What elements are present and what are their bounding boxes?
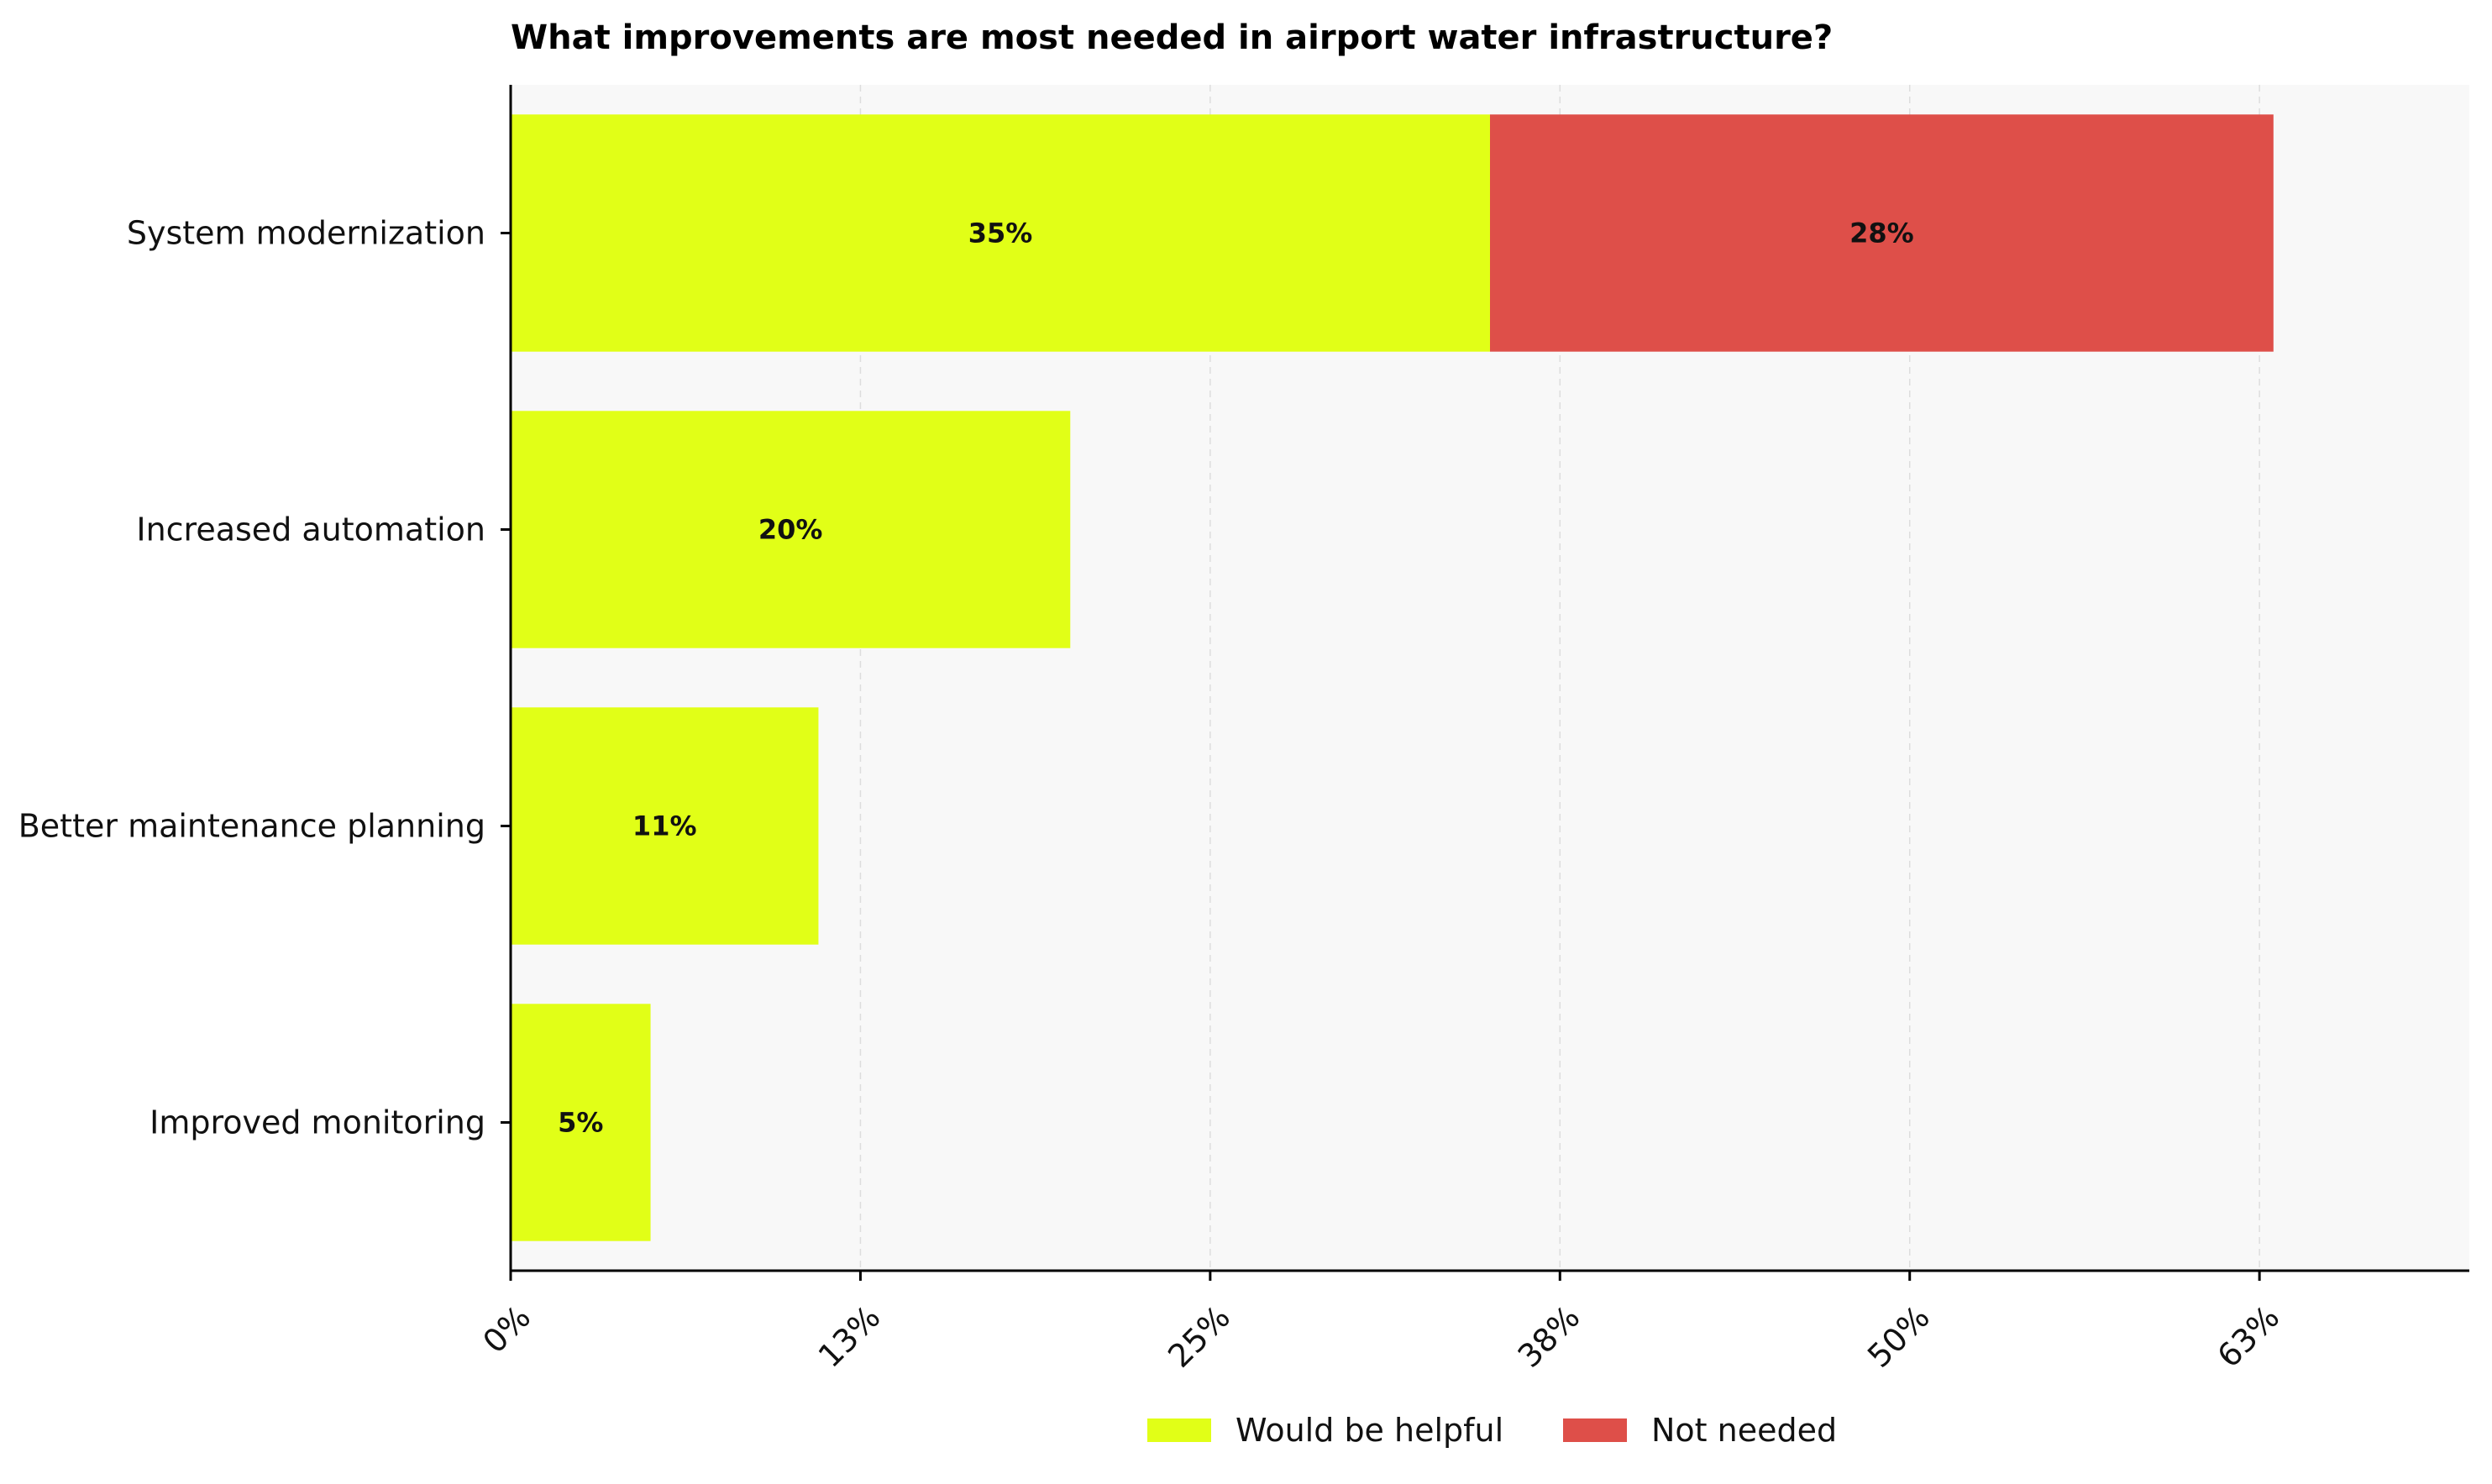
bar-would-be-helpful <box>511 411 1071 648</box>
legend-swatch-not-needed <box>1563 1418 1627 1442</box>
x-tick-label: 0% <box>475 1298 538 1361</box>
x-tick-label: 38% <box>1511 1298 1587 1375</box>
bar-would-be-helpful <box>511 707 819 945</box>
x-axis-ticks: 0% 13% 25% 38% 50% 63% <box>475 1271 2286 1375</box>
y-axis-ticks: System modernization Increased automation… <box>18 215 511 1141</box>
x-tick-label: 50% <box>1860 1298 1937 1375</box>
bar-labels: 35% 28% 20% 11% 5% <box>558 218 1914 1139</box>
bar-not-needed <box>1490 114 2274 352</box>
y-tick-label: Improved monitoring <box>150 1104 485 1141</box>
bar-value-label: 11% <box>632 810 697 842</box>
x-tick-label: 13% <box>811 1298 888 1375</box>
chart-title: What improvements are most needed in air… <box>511 18 1833 57</box>
bar-value-label: 5% <box>558 1107 603 1139</box>
bar-value-label: 28% <box>1849 218 1914 249</box>
legend-label: Not needed <box>1651 1412 1837 1449</box>
x-tick-label: 25% <box>1161 1298 1237 1375</box>
legend-swatch-would-be-helpful <box>1147 1418 1211 1442</box>
y-tick-label: Increased automation <box>136 511 485 548</box>
bar-value-label: 20% <box>758 514 823 546</box>
bars <box>511 114 2274 1241</box>
grid-lines <box>859 85 2260 1271</box>
y-tick-label: System modernization <box>127 215 485 252</box>
bar-would-be-helpful <box>511 1004 651 1241</box>
x-tick-label: 63% <box>2210 1298 2286 1375</box>
y-tick-label: Better maintenance planning <box>18 808 485 845</box>
legend-label: Would be helpful <box>1236 1412 1503 1449</box>
legend: Would be helpful Not needed <box>1147 1412 1837 1449</box>
bar-would-be-helpful <box>511 114 1490 352</box>
bar-value-label: 35% <box>968 218 1033 249</box>
